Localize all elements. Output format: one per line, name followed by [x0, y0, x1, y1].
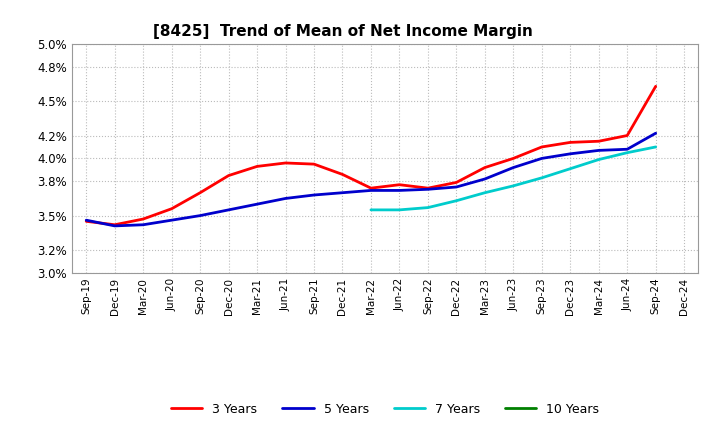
5 Years [595, 148, 603, 153]
3 Years [537, 144, 546, 150]
3 Years [253, 164, 261, 169]
5 Years [452, 184, 461, 190]
5 Years [82, 217, 91, 223]
3 Years [110, 222, 119, 227]
3 Years [623, 133, 631, 138]
3 Years [82, 219, 91, 224]
3 Years [282, 160, 290, 165]
3 Years [310, 161, 318, 167]
5 Years [566, 151, 575, 157]
5 Years [110, 223, 119, 228]
5 Years [395, 188, 404, 193]
3 Years [452, 180, 461, 185]
3 Years [167, 206, 176, 211]
3 Years [480, 165, 489, 170]
3 Years [423, 186, 432, 191]
3 Years [338, 172, 347, 177]
7 Years [537, 175, 546, 180]
3 Years [566, 140, 575, 145]
5 Years [423, 187, 432, 192]
3 Years [395, 182, 404, 187]
5 Years [537, 156, 546, 161]
7 Years [509, 183, 518, 188]
7 Years [566, 166, 575, 171]
5 Years [480, 176, 489, 182]
5 Years [253, 202, 261, 207]
5 Years [225, 207, 233, 213]
5 Years [652, 131, 660, 136]
5 Years [167, 217, 176, 223]
5 Years [366, 188, 375, 193]
Legend: 3 Years, 5 Years, 7 Years, 10 Years: 3 Years, 5 Years, 7 Years, 10 Years [166, 398, 604, 421]
3 Years [225, 173, 233, 178]
5 Years [623, 147, 631, 152]
7 Years [452, 198, 461, 203]
7 Years [623, 150, 631, 155]
3 Years [595, 139, 603, 144]
5 Years [282, 196, 290, 201]
3 Years [509, 156, 518, 161]
3 Years [139, 216, 148, 222]
7 Years [652, 144, 660, 150]
3 Years [652, 84, 660, 89]
Line: 7 Years: 7 Years [371, 147, 656, 210]
5 Years [139, 222, 148, 227]
7 Years [366, 207, 375, 213]
7 Years [423, 205, 432, 210]
7 Years [595, 157, 603, 162]
7 Years [480, 190, 489, 195]
5 Years [310, 192, 318, 198]
3 Years [196, 190, 204, 195]
5 Years [338, 190, 347, 195]
Line: 3 Years: 3 Years [86, 86, 656, 225]
3 Years [366, 186, 375, 191]
Line: 5 Years: 5 Years [86, 133, 656, 226]
5 Years [509, 165, 518, 170]
Text: [8425]  Trend of Mean of Net Income Margin: [8425] Trend of Mean of Net Income Margi… [153, 24, 534, 39]
7 Years [395, 207, 404, 213]
5 Years [196, 213, 204, 218]
